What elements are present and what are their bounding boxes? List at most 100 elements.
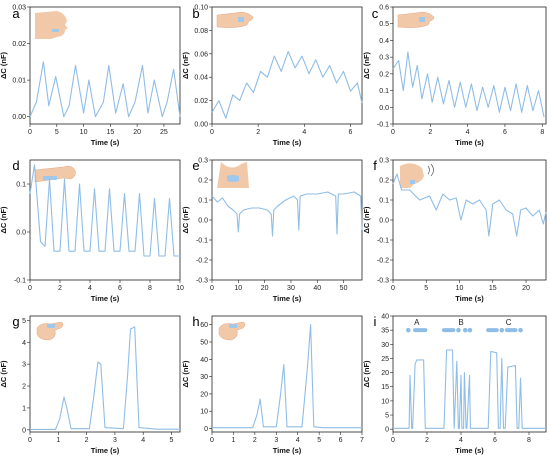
panel-i: 0 2 4 6 8 0 5 10 15 20 25 30 35 40 Time (s) ΔC (nF) i A B C <box>362 314 547 455</box>
x-tick-label: 8 <box>148 285 152 292</box>
x-tick-label: 2 <box>85 437 89 444</box>
y-tick-label: 1 <box>22 405 26 412</box>
wrist-pulse-icon <box>397 11 435 28</box>
sensor-patch <box>227 175 239 182</box>
y-tick-label: -0.3 <box>377 278 389 285</box>
x-tick-label: 10 <box>456 285 464 292</box>
series-line <box>393 349 546 429</box>
y-tick-label: 0.5 <box>379 21 389 28</box>
y-tick-label: 0.1 <box>379 198 389 205</box>
x-tick-label: 4 <box>141 437 145 444</box>
y-tick-label: 20 <box>381 370 389 377</box>
y-tick-label: -0.1 <box>377 122 389 129</box>
panel-label: d <box>12 158 19 173</box>
series-line <box>392 173 547 237</box>
y-tick-label: 60 <box>200 322 208 329</box>
x-tick-label: 4 <box>296 437 300 444</box>
sensor-patch <box>238 17 244 22</box>
x-tick-label: 6 <box>349 129 353 136</box>
x-tick-label: 0 <box>391 285 395 292</box>
x-tick-label: 5 <box>424 285 428 292</box>
x-axis-label: Time (s) <box>455 446 484 455</box>
x-tick-label: 8 <box>540 129 544 136</box>
morse-dot <box>462 327 468 333</box>
x-tick-label: 3 <box>113 437 117 444</box>
y-tick-label: 0.0 <box>379 105 389 112</box>
morse-letter-label: C <box>506 318 512 327</box>
hand-shape <box>216 11 254 28</box>
head-shape <box>400 163 424 188</box>
y-tick-label: -0.3 <box>196 278 208 285</box>
morse-letter-label: A <box>414 318 420 327</box>
y-tick-label: 4 <box>22 340 26 347</box>
y-tick-label: 0 <box>22 427 26 434</box>
y-tick-label: -0.1 <box>377 238 389 245</box>
x-axis-label: Time (s) <box>273 294 302 303</box>
sensor-patch <box>419 17 425 22</box>
panel-label: i <box>374 314 377 329</box>
y-tick-label: 20 <box>200 391 208 398</box>
x-tick-label: 0 <box>391 437 395 444</box>
y-tick-label: 0.0 <box>379 218 389 225</box>
morse-dot <box>499 327 505 333</box>
series-line <box>212 324 362 429</box>
x-axis-label: Time (s) <box>91 138 120 147</box>
y-tick-label: 5 <box>22 318 26 325</box>
x-tick-label: 7 <box>360 437 364 444</box>
x-tick-label: 10 <box>80 129 88 136</box>
y-tick-label: 0.06 <box>194 51 208 58</box>
x-tick-label: 20 <box>261 285 269 292</box>
sensor-patch <box>410 180 415 184</box>
y-tick-label: 0.6 <box>379 5 389 12</box>
x-tick-label: 0 <box>391 129 395 136</box>
y-tick-label: 0.00 <box>12 114 26 121</box>
x-tick-label: 10 <box>176 285 184 292</box>
x-axis-label: Time (s) <box>91 446 120 455</box>
y-axis-label: ΔC (nF) <box>0 206 8 234</box>
y-tick-label: 0.0 <box>16 230 26 237</box>
y-tick-label: 0.1 <box>198 198 208 205</box>
y-tick-label: 35 <box>381 328 389 335</box>
panel-label: b <box>192 6 199 21</box>
y-tick-label: 0.2 <box>198 178 208 185</box>
x-tick-label: 30 <box>287 285 295 292</box>
sensor-patch <box>43 176 57 180</box>
series-line <box>29 61 181 118</box>
y-tick-label: 0.1 <box>16 182 26 189</box>
wrist-pulse-icon <box>216 11 254 28</box>
x-tick-label: 0 <box>28 129 32 136</box>
x-tick-label: 6 <box>503 129 507 136</box>
morse-dot <box>467 327 473 333</box>
x-axis-label: Time (s) <box>273 446 302 455</box>
panel-f: 0 5 10 15 20 -0.3 -0.2 -0.1 0.0 0.1 0.2 0.3 Time (s)… <box>362 158 547 303</box>
y-axis-label: ΔC (nF) <box>181 360 190 388</box>
y-tick-label: -0.1 <box>14 278 26 285</box>
y-tick-label: 0.02 <box>12 41 26 48</box>
plot-frame <box>29 315 181 433</box>
x-tick-label: 1 <box>56 437 60 444</box>
morse-dot <box>456 327 461 333</box>
panel-d: 0 2 4 6 8 10 -0.1 0.0 0.1 Time (s) ΔC (nF) d <box>0 158 184 303</box>
y-axis-label: ΔC (nF) <box>362 360 371 388</box>
plot-frame <box>29 6 181 125</box>
y-axis-label: ΔC (nF) <box>0 51 8 79</box>
x-tick-label: 15 <box>489 285 497 292</box>
y-tick-label: 0.3 <box>198 158 208 165</box>
x-tick-label: 5 <box>170 437 174 444</box>
plot-frame <box>211 315 363 433</box>
y-tick-label: 0.03 <box>12 5 26 12</box>
x-tick-label: 40 <box>313 285 321 292</box>
y-tick-label: -0.1 <box>196 238 208 245</box>
x-tick-label: 4 <box>466 129 470 136</box>
x-tick-label: 0 <box>28 285 32 292</box>
y-axis-label: ΔC (nF) <box>181 206 190 234</box>
x-tick-label: 6 <box>493 437 497 444</box>
plot-frame <box>211 6 363 125</box>
arm-fist-icon <box>34 165 76 183</box>
speaking-head-icon <box>400 163 434 188</box>
panel-label: g <box>12 314 19 329</box>
y-tick-label: 40 <box>381 314 389 321</box>
sensor-patch <box>47 324 55 328</box>
x-tick-label: 4 <box>88 285 92 292</box>
sound-waves <box>427 163 434 177</box>
